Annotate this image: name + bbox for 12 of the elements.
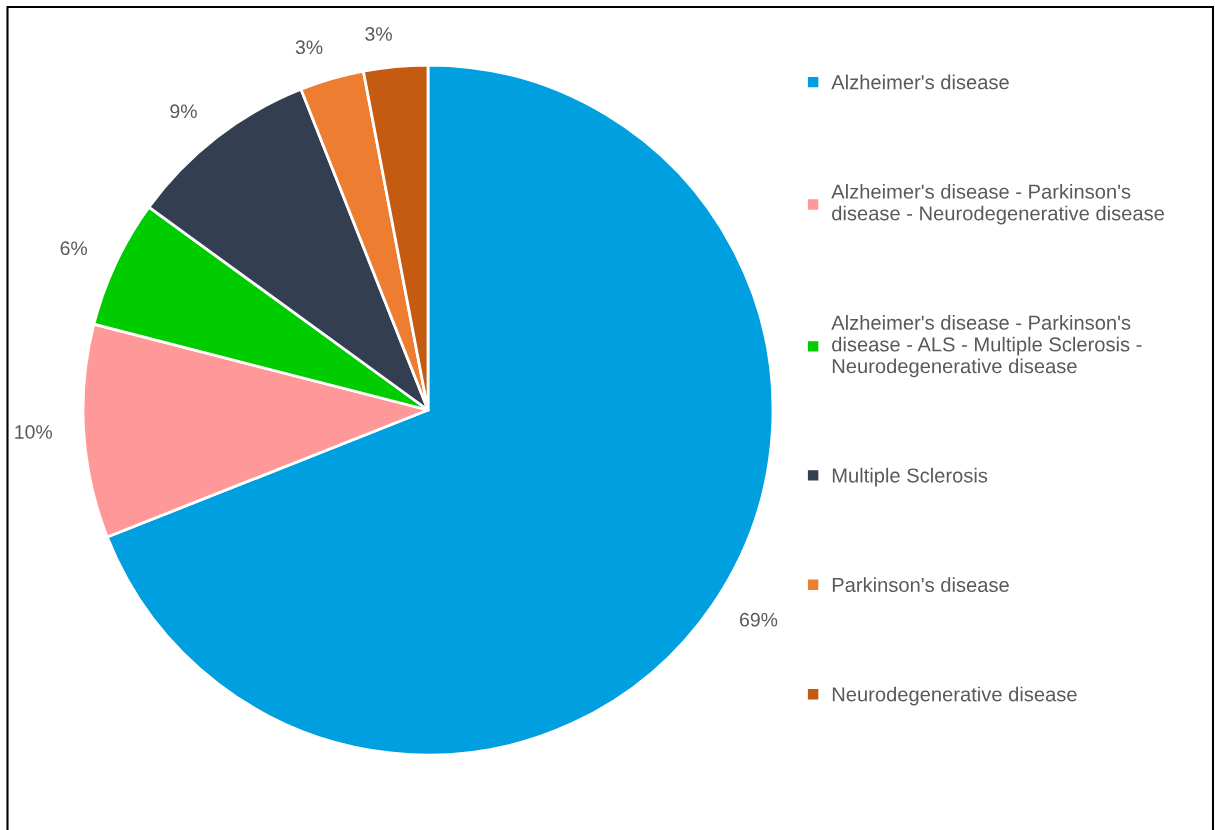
- legend-label: Multiple Sclerosis: [832, 467, 988, 487]
- data-label: 69%: [740, 612, 778, 627]
- legend-label: Alzheimer's disease - Parkinson's disease - Neurodegenerative disease: [831, 183, 1164, 225]
- data-label: 9%: [170, 104, 197, 119]
- data-label: 6%: [60, 241, 88, 256]
- data-label: 10%: [15, 425, 52, 439]
- legend-label: Parkinson's disease: [832, 577, 1009, 593]
- data-label: 3%: [365, 27, 392, 41]
- data-label: 3%: [295, 40, 323, 55]
- legend-label: Neurodegenerative disease: [832, 686, 1077, 706]
- legend-label: Alzheimer's disease: [831, 74, 1009, 90]
- legend-label: Alzheimer's disease - Parkinson's disease - ALS - Multiple Sclerosis - Neurodegenerative disease: [831, 315, 1142, 378]
